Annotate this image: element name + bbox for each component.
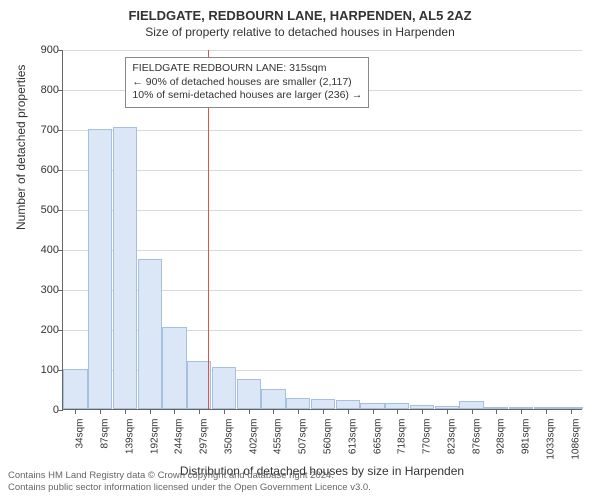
gridline [63,250,582,251]
x-tick [174,409,175,414]
x-tick-label: 87sqm [100,415,111,449]
x-tick-label: 139sqm [124,415,135,455]
chart-area: 0100200300400500600700800900 34sqm87sqm1… [62,50,582,410]
x-tick [447,409,448,414]
gridline [63,50,582,51]
y-tick-container: 0100200300400500600700800900 [19,50,63,409]
annotation-box: FIELDGATE REDBOURN LANE: 315sqm← 90% of … [125,57,369,108]
x-tick-label: 507sqm [298,415,309,455]
y-tick [58,210,63,211]
gridline [63,170,582,171]
x-tick-label: 1033sqm [545,415,556,460]
x-tick [521,409,522,414]
histogram-bar [138,259,162,409]
histogram-bar [113,127,137,409]
x-tick-label: 192sqm [149,415,160,455]
x-tick-label: 876sqm [471,415,482,455]
histogram-bar [311,399,335,409]
y-tick-label: 900 [19,44,59,56]
x-tick [75,409,76,414]
y-tick-label: 800 [19,84,59,96]
gridline [63,130,582,131]
chart-subtitle: Size of property relative to detached ho… [0,23,600,43]
y-tick-label: 0 [19,404,59,416]
histogram-bar [336,400,360,409]
histogram-bar [63,369,87,409]
y-tick [58,130,63,131]
y-tick-label: 400 [19,244,59,256]
x-tick-label: 718sqm [397,415,408,455]
x-tick [422,409,423,414]
histogram-bar [237,379,261,409]
y-tick-label: 200 [19,324,59,336]
x-tick-label: 665sqm [372,415,383,455]
x-tick [323,409,324,414]
x-tick-label: 297sqm [199,415,210,455]
y-tick [58,290,63,291]
x-tick [397,409,398,414]
y-tick [58,250,63,251]
x-tick-label: 560sqm [323,415,334,455]
x-tick [571,409,572,414]
plot-area: 0100200300400500600700800900 34sqm87sqm1… [62,50,582,410]
y-tick [58,170,63,171]
x-tick-label: 770sqm [422,415,433,455]
y-tick-label: 500 [19,204,59,216]
y-tick [58,90,63,91]
x-tick [249,409,250,414]
x-tick [373,409,374,414]
x-tick-label: 928sqm [496,415,507,455]
x-tick-label: 1086sqm [570,415,581,460]
footer-line-1: Contains HM Land Registry data © Crown c… [8,470,592,482]
x-tick-label: 981sqm [521,415,532,455]
histogram-bar [286,398,310,409]
histogram-bar [261,389,285,409]
x-tick [496,409,497,414]
gridline [63,210,582,211]
x-tick [472,409,473,414]
x-tick-label: 244sqm [174,415,185,455]
y-tick-label: 100 [19,364,59,376]
x-tick-label: 34sqm [75,415,86,449]
chart-title: FIELDGATE, REDBOURN LANE, HARPENDEN, AL5… [0,0,600,23]
x-tick-label: 455sqm [273,415,284,455]
x-tick [546,409,547,414]
y-tick-label: 700 [19,124,59,136]
x-tick-label: 823sqm [446,415,457,455]
footer-line-2: Contains public sector information licen… [8,482,592,494]
y-tick-label: 300 [19,284,59,296]
x-tick [348,409,349,414]
x-tick-label: 402sqm [248,415,259,455]
x-tick [100,409,101,414]
annotation-line: FIELDGATE REDBOURN LANE: 315sqm [132,62,362,76]
annotation-line: ← 90% of detached houses are smaller (2,… [132,76,362,90]
histogram-bar [88,129,112,409]
annotation-line: 10% of semi-detached houses are larger (… [132,89,362,103]
x-tick-label: 350sqm [223,415,234,455]
x-tick [125,409,126,414]
x-tick [298,409,299,414]
histogram-bar [459,401,483,409]
y-tick [58,330,63,331]
y-tick [58,410,63,411]
y-tick [58,50,63,51]
y-tick-label: 600 [19,164,59,176]
x-tick-label: 613sqm [347,415,358,455]
histogram-bar [162,327,186,409]
x-tick [273,409,274,414]
x-tick [224,409,225,414]
x-tick [150,409,151,414]
x-tick [199,409,200,414]
histogram-bar [212,367,236,409]
footer-attribution: Contains HM Land Registry data © Crown c… [0,466,600,500]
